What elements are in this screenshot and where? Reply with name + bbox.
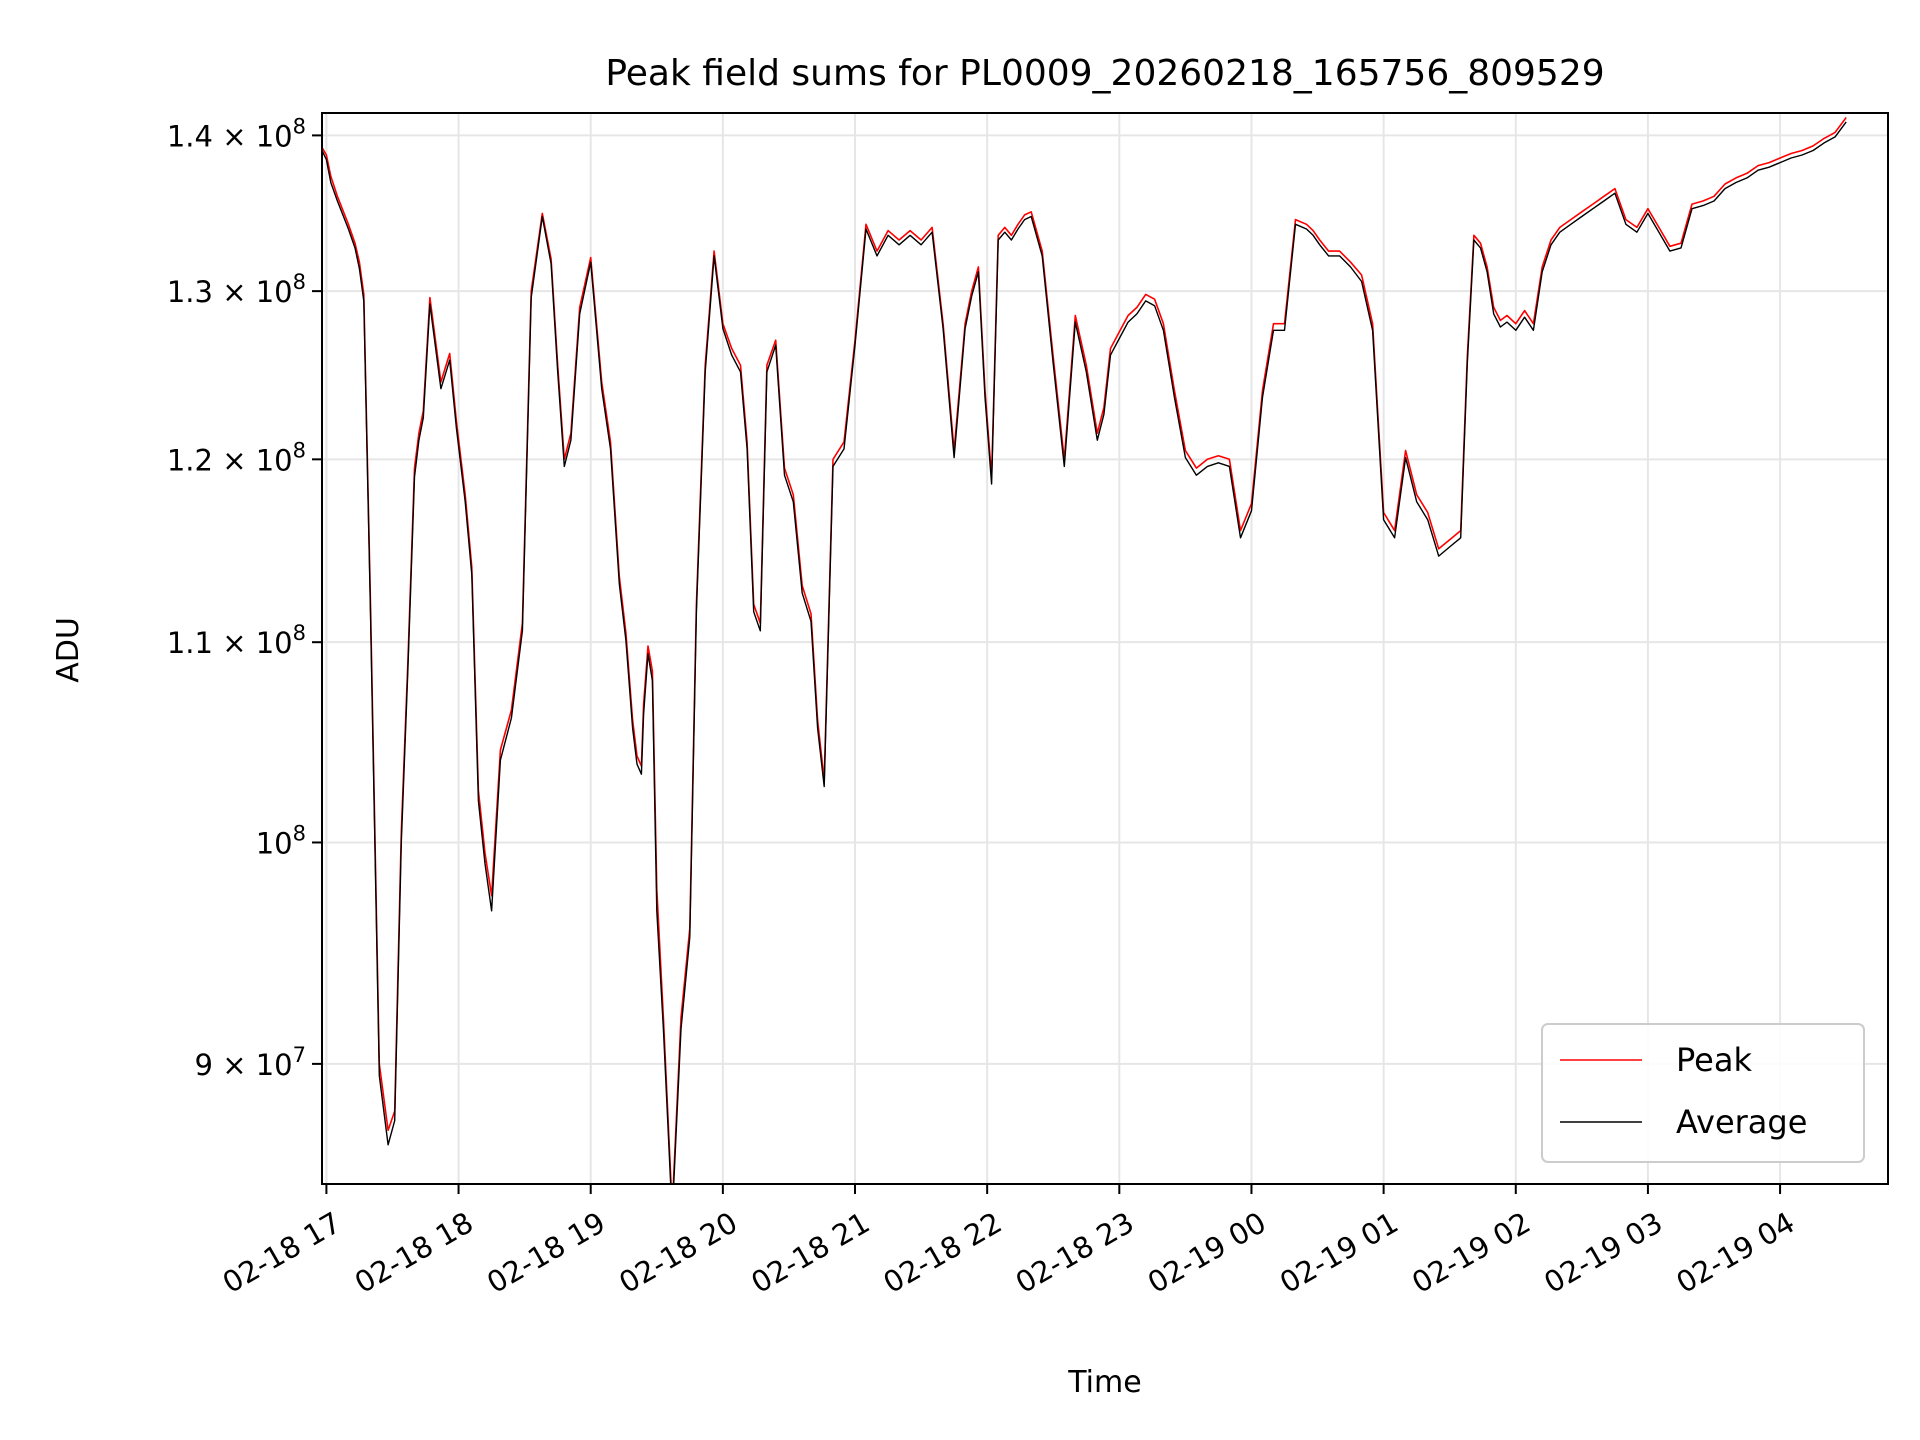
chart-title: Peak field sums for PL0009_20260218_1657… [605,53,1604,94]
plot-lines [322,117,1847,1184]
y-tick-label: 1.4 × 108 [167,114,306,153]
legend-average-label: Average [1676,1103,1807,1141]
y-tick-label: 9 × 107 [195,1043,306,1082]
series-line-average [322,121,1847,1184]
y-tick-label: 1.3 × 108 [167,270,306,309]
y-tick-label: 108 [256,821,306,860]
axes-frame [321,112,1889,1185]
legend: Peak Average [1541,1023,1865,1163]
legend-box [1541,1023,1865,1163]
x-axis-label: Time [1067,1365,1141,1400]
y-axis-label: ADU [51,617,86,683]
y-axis-ticks: 9 × 107 108 1.1 × 108 1.2 × 108 1.3 × 108 1.4… [167,114,322,1082]
legend-peak-label: Peak [1676,1041,1752,1079]
y-tick-label: 1.2 × 108 [167,438,306,477]
grid [322,113,1888,1184]
y-tick-label: 1.1 × 108 [167,621,306,660]
